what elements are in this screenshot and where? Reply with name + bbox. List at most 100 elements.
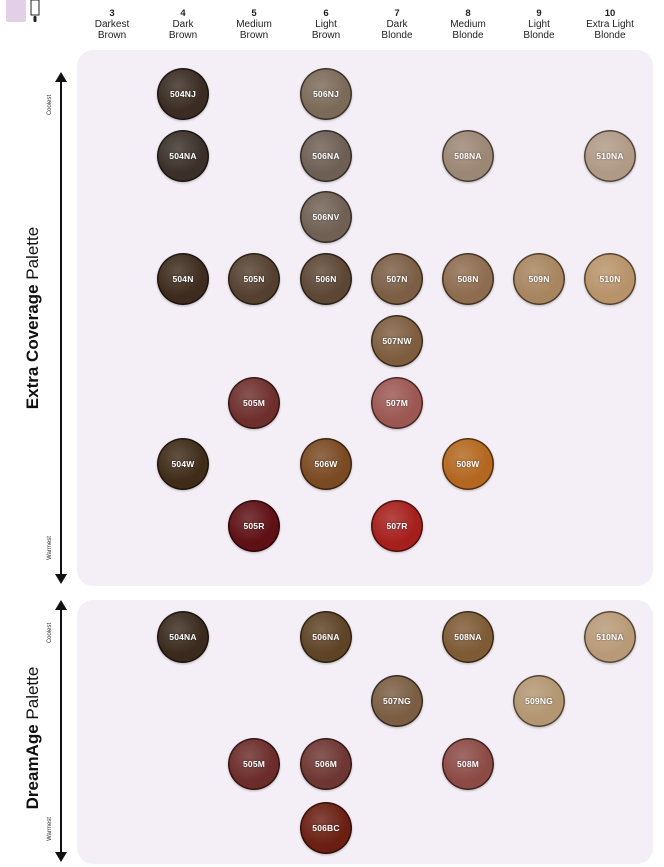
swatch-505r[interactable]: 505R: [228, 499, 280, 552]
swatch-504w[interactable]: 504W: [157, 438, 209, 491]
column-label: Medium Blonde: [450, 19, 486, 41]
arrow-up-icon: [55, 72, 67, 82]
swatch-code: 505R: [243, 520, 265, 531]
column-label: Dark Brown: [168, 19, 198, 41]
column-header-6: 6 Light Brown: [294, 8, 358, 41]
swatch-code: 506NA: [312, 632, 340, 642]
swatch-code: 504NJ: [169, 89, 197, 99]
swatch-code: 504NA: [169, 150, 197, 161]
column-header-4: 4 Dark Brown: [151, 8, 215, 41]
swatch-506w[interactable]: 506W: [300, 438, 352, 491]
swatch-506n[interactable]: 506N: [300, 253, 352, 306]
swatch-code: 506BC: [312, 822, 340, 833]
column-header-7: 7 Dark Blonde: [365, 8, 429, 41]
swatch-508na[interactable]: 508NA: [442, 129, 494, 182]
swatch-506nv[interactable]: 506NV: [300, 191, 352, 244]
swatch-505m[interactable]: 505M: [228, 738, 280, 790]
swatch-code: 510NA: [596, 150, 624, 161]
swatch-507m[interactable]: 507M: [371, 376, 423, 429]
swatch-code: 508NA: [454, 632, 482, 642]
extra-coverage-warmest-label: Warmest: [47, 536, 53, 560]
swatch-508m[interactable]: 508M: [442, 738, 494, 790]
column-label: Extra Light Blonde: [586, 19, 634, 41]
swatch-code: 508M: [456, 759, 480, 769]
swatch-code: 508N: [457, 274, 479, 285]
swatch-510n[interactable]: 510N: [584, 253, 636, 306]
swatch-504n[interactable]: 504N: [157, 253, 209, 306]
swatch-510na[interactable]: 510NA: [584, 611, 636, 663]
swatch-code: 505N: [243, 274, 265, 285]
swatch-code: 509N: [528, 274, 550, 285]
column-label: Medium Brown: [236, 19, 272, 41]
column-label: Light Blonde: [523, 19, 555, 41]
dreamage-title-bold: DreamAge: [23, 724, 42, 810]
column-level: 8: [465, 8, 471, 19]
column-level: 9: [536, 8, 542, 19]
column-level: 3: [109, 8, 115, 19]
dreamage-axis: [55, 600, 67, 862]
extra-coverage-coolest-label: Coolest: [47, 94, 53, 116]
extra-coverage-title: Extra Coverage Palette: [23, 198, 43, 438]
swatch-504na[interactable]: 504NA: [157, 129, 209, 182]
tube-icon: [30, 0, 40, 22]
swatch-506nj[interactable]: 506NJ: [300, 68, 352, 120]
swatch-code: 507NW: [382, 335, 412, 346]
column-header-10: 10 Extra Light Blonde: [578, 8, 642, 41]
column-header-8: 8 Medium Blonde: [436, 8, 500, 41]
column-level: 4: [180, 8, 186, 19]
swatch-506bc[interactable]: 506BC: [300, 801, 352, 854]
swatch-507n[interactable]: 507N: [371, 253, 423, 306]
column-label: Darkest Brown: [94, 19, 130, 41]
column-header-5: 5 Medium Brown: [222, 8, 286, 41]
swatch-510na[interactable]: 510NA: [584, 129, 636, 182]
dreamage-title: DreamAge Palette: [23, 638, 43, 838]
swatch-code: 506NJ: [312, 89, 340, 99]
extra-coverage-axis: [55, 72, 67, 584]
swatch-code: 504W: [171, 459, 195, 470]
extra-coverage-title-rest: Palette: [23, 226, 42, 285]
swatch-504nj[interactable]: 504NJ: [157, 68, 209, 120]
swatch-code: 505M: [242, 397, 266, 408]
column-header-3: 3 Darkest Brown: [80, 8, 144, 41]
column-label: Light Brown: [311, 19, 341, 41]
swatch-504na[interactable]: 504NA: [157, 611, 209, 663]
swatch-code: 507N: [386, 274, 408, 285]
column-label: Dark Blonde: [381, 19, 413, 41]
swatch-code: 507M: [385, 397, 409, 408]
column-level: 5: [251, 8, 257, 19]
swatch-507ng[interactable]: 507NG: [371, 674, 423, 727]
arrow-down-icon: [55, 574, 67, 584]
swatch-509ng[interactable]: 509NG: [513, 674, 565, 727]
swatch-code: 507NG: [383, 695, 411, 706]
swatch-505m[interactable]: 505M: [228, 376, 280, 429]
swatch-code: 506NA: [312, 150, 340, 161]
swatch-508n[interactable]: 508N: [442, 253, 494, 306]
swatch-code: 506N: [315, 274, 337, 285]
dreamage-title-rest: Palette: [23, 666, 42, 725]
swatch-code: 508NA: [454, 150, 482, 161]
swatch-code: 507R: [386, 520, 408, 531]
column-level: 7: [394, 8, 400, 19]
swatch-code: 506W: [314, 459, 338, 470]
swatch-505n[interactable]: 505N: [228, 253, 280, 306]
swatch-509n[interactable]: 509N: [513, 253, 565, 306]
swatch-code: 509NG: [525, 695, 553, 706]
swatch-506na[interactable]: 506NA: [300, 611, 352, 663]
swatch-code: 504N: [172, 274, 194, 285]
arrow-up-icon: [55, 600, 67, 610]
arrow-down-icon: [55, 852, 67, 862]
swatch-506m[interactable]: 506M: [300, 738, 352, 790]
swatch-507r[interactable]: 507R: [371, 499, 423, 552]
swatch-506na[interactable]: 506NA: [300, 129, 352, 182]
swatch-code: 504NA: [169, 632, 197, 642]
column-level: 10: [604, 8, 616, 19]
column-header-9: 9 Light Blonde: [507, 8, 571, 41]
dreamage-coolest-label: Coolest: [47, 622, 53, 644]
swatch-key-icon: [6, 0, 26, 22]
extra-coverage-title-bold: Extra Coverage: [23, 284, 42, 410]
swatch-508w[interactable]: 508W: [442, 438, 494, 491]
swatch-code: 510N: [599, 274, 621, 285]
dreamage-warmest-label: Warmest: [47, 817, 53, 841]
swatch-508na[interactable]: 508NA: [442, 611, 494, 663]
swatch-507nw[interactable]: 507NW: [371, 314, 423, 367]
